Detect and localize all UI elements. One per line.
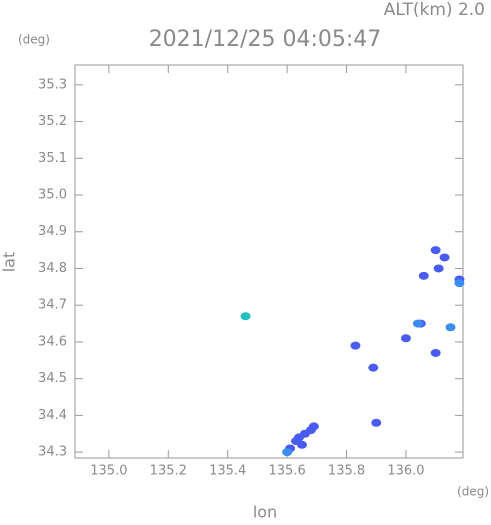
echo-point — [418, 271, 429, 280]
x-tick-label: 135.8 — [328, 464, 365, 479]
echo-point — [282, 448, 293, 457]
y-tick-label: 34.8 — [38, 261, 67, 276]
y-tick-label: 34.3 — [38, 445, 67, 460]
x-tick-label: 135.4 — [209, 464, 246, 479]
x-tick-label: 135.0 — [90, 464, 127, 479]
x-axis-label: lon — [253, 503, 277, 522]
echo-point — [433, 264, 444, 273]
echo-point — [296, 440, 307, 449]
plot-frame — [74, 64, 464, 459]
y-tick-label: 34.9 — [38, 224, 67, 239]
echo-point — [454, 279, 465, 288]
y-tick-label: 34.7 — [38, 298, 67, 313]
y-tick-label: 35.0 — [38, 188, 67, 203]
header-right: ALT(km) 2.0 — [384, 0, 485, 20]
x-tick-label: 136.0 — [387, 464, 424, 479]
echo-point — [350, 341, 361, 350]
x-tick-label: 135.2 — [150, 464, 187, 479]
x-axis-unit: (deg) — [457, 485, 489, 499]
x-tick-label: 135.6 — [269, 464, 306, 479]
echo-point — [368, 363, 379, 372]
echo-point — [412, 319, 423, 328]
y-tick-label: 35.1 — [38, 151, 67, 166]
y-tick-label: 34.6 — [38, 334, 67, 349]
echo-point — [400, 334, 411, 343]
echo-point — [308, 422, 319, 431]
chart-title: 2021/12/25 04:05:47 — [149, 27, 382, 52]
y-tick-label: 34.5 — [38, 371, 67, 386]
echo-point — [240, 312, 251, 321]
y-tick-label: 35.2 — [38, 114, 67, 129]
echo-point — [430, 348, 441, 357]
echo-point — [371, 418, 382, 427]
header-left: (deg) — [18, 33, 50, 47]
y-tick-label: 35.3 — [38, 77, 67, 92]
y-axis-label: lat — [0, 252, 19, 273]
echo-point — [439, 253, 450, 262]
y-tick-label: 34.4 — [38, 408, 67, 423]
echo-point — [445, 323, 456, 332]
echo-point — [430, 246, 441, 255]
